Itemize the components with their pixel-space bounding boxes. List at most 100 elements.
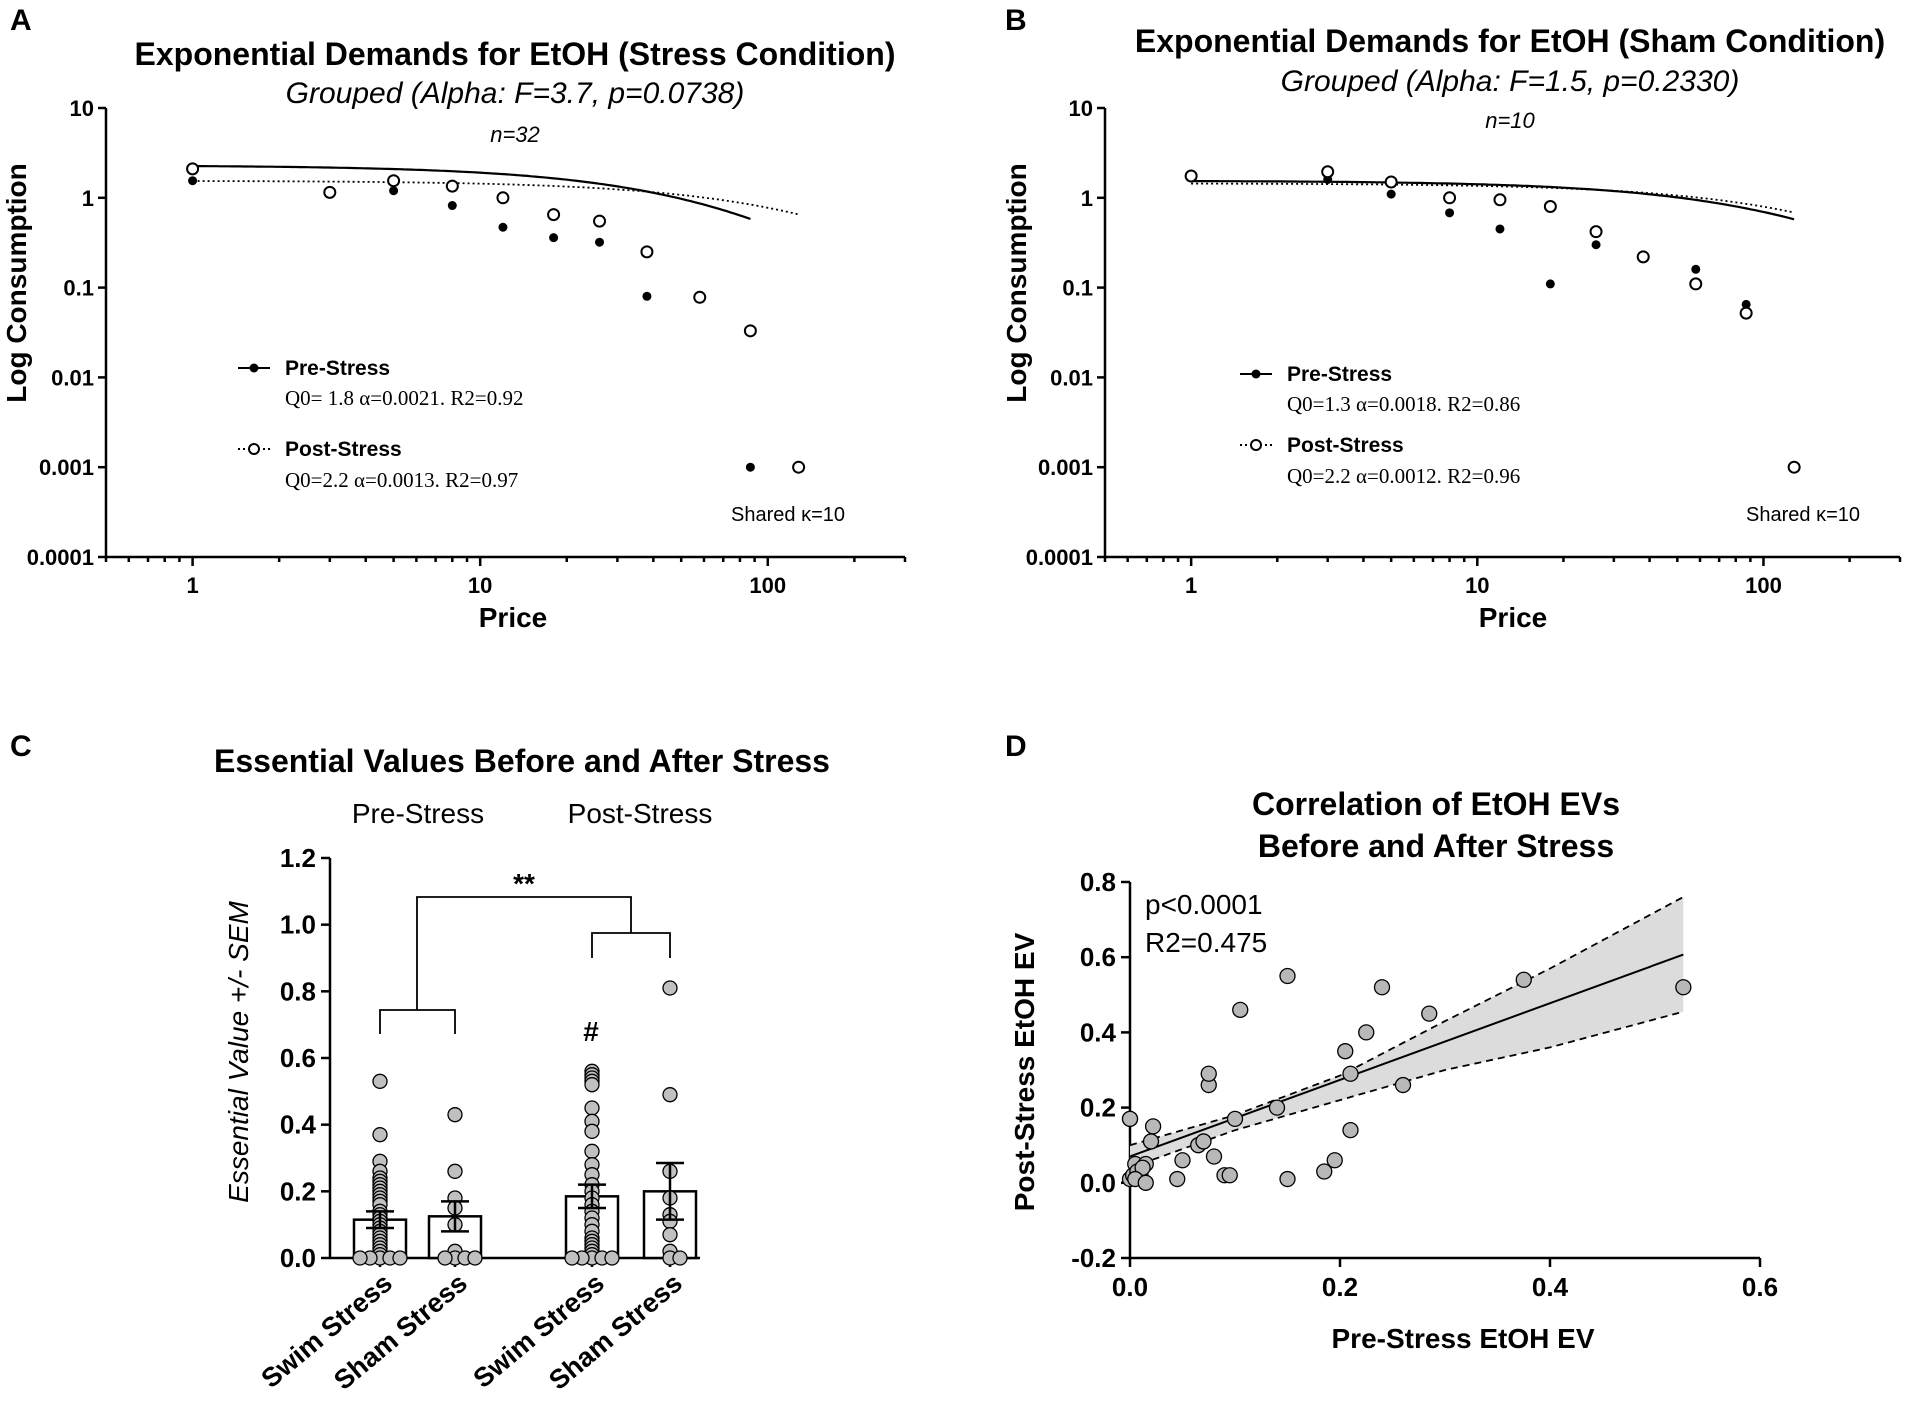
y-tick-label: 1.0 <box>280 910 316 940</box>
panel-d-ylabel: Post-Stress EtOH EV <box>1009 932 1040 1211</box>
data-point <box>1232 1001 1249 1018</box>
post-stress-point <box>1184 169 1198 183</box>
x-tick-label: 10 <box>468 573 492 598</box>
data-point <box>604 1250 620 1266</box>
data-point <box>1316 1163 1333 1180</box>
panel-d-letter: D <box>1005 730 1027 763</box>
post-stress-point <box>792 460 806 474</box>
pre-stress-point <box>1545 279 1555 289</box>
panel-a-letter: A <box>10 4 32 37</box>
data-point <box>1144 1118 1162 1135</box>
panel-c-significance: ** # <box>379 868 671 1047</box>
pre-stress-point <box>1386 189 1396 199</box>
legend-pre-marker <box>249 363 259 373</box>
x-tick-label: 10 <box>1465 573 1489 598</box>
y-tick-label: 0.001 <box>1038 455 1093 480</box>
y-tick-label: 0.6 <box>1080 942 1116 972</box>
y-tick-label: 1.2 <box>280 843 316 873</box>
pre-stress-curve <box>192 165 751 220</box>
panel-c-letter: C <box>10 730 32 763</box>
y-tick-label: 0.8 <box>280 976 316 1006</box>
confidence-band <box>1130 897 1684 1168</box>
ci-upper-line <box>1129 896 1684 1147</box>
regression-line <box>1129 953 1684 1158</box>
y-tick-label: 10 <box>1069 96 1093 121</box>
data-point <box>447 1107 463 1123</box>
legend-post-label: Post-Stress <box>285 438 402 461</box>
data-point <box>1358 1024 1375 1041</box>
y-tick-label: 0.0 <box>280 1243 316 1273</box>
x-tick-label: 100 <box>749 573 786 598</box>
panel-b-curves <box>1191 180 1795 221</box>
data-point <box>1121 1110 1139 1128</box>
panel-a-n: n=32 <box>490 122 540 147</box>
data-point <box>1221 1167 1238 1184</box>
legend-pre-marker <box>1251 369 1261 379</box>
data-point <box>1142 1133 1160 1150</box>
post-stress-point <box>496 191 510 205</box>
data-point <box>1342 1065 1359 1082</box>
data-point <box>392 1250 408 1266</box>
data-point <box>467 1250 483 1266</box>
legend-pre-stats: Q0=1.3 α=0.0018. R2=0.86 <box>1287 392 1520 416</box>
panel-b-points <box>1184 165 1801 474</box>
panel-c-group-pre: Pre-Stress <box>352 798 484 829</box>
data-point <box>1205 1148 1223 1165</box>
pre-stress-point <box>642 291 652 301</box>
post-stress-point <box>1689 277 1703 291</box>
data-point <box>1515 971 1532 988</box>
panel-a-title: Exponential Demands for EtOH (Stress Con… <box>135 36 896 72</box>
pre-stress-point <box>1495 224 1505 234</box>
panel-a-legend: Pre-Stress Q0= 1.8 α=0.0021. R2=0.92 Pos… <box>238 357 523 492</box>
x-tick-label: 100 <box>1745 573 1782 598</box>
data-point <box>1675 979 1692 996</box>
data-point <box>1279 967 1296 985</box>
y-tick-label: 0.4 <box>280 1110 317 1140</box>
pre-stress-point <box>1445 208 1455 218</box>
x-tick-label: 0.2 <box>1322 1272 1358 1302</box>
panel-c-group-post: Post-Stress <box>568 798 713 829</box>
panel-b-n: n=10 <box>1485 108 1535 133</box>
y-tick-label: 0.0 <box>1080 1168 1116 1198</box>
pre-stress-point <box>188 176 198 186</box>
panel-a-xlabel: Price <box>479 602 548 633</box>
data-point <box>437 1250 453 1266</box>
post-stress-point <box>1787 460 1801 474</box>
panel-b-legend: Pre-Stress Q0=1.3 α=0.0018. R2=0.86 Post… <box>1240 363 1520 488</box>
pre-stress-point <box>549 233 559 243</box>
pre-stress-point <box>1741 299 1751 309</box>
data-point <box>1342 1122 1359 1139</box>
panel-d-title-line2: Before and After Stress <box>1258 828 1614 864</box>
bracket-post <box>591 932 671 958</box>
panel-d-axes: -0.20.00.20.40.60.80.0 0.2 0.4 0.6 <box>1071 867 1778 1302</box>
y-tick-label: 0.0001 <box>1026 545 1093 570</box>
panel-d-xlabel: Pre-Stress EtOH EV <box>1332 1323 1595 1354</box>
post-stress-point <box>547 208 561 222</box>
y-tick-label: 0.0001 <box>27 545 94 570</box>
panel-d-p-value: p<0.0001 <box>1145 889 1263 920</box>
pre-stress-curve <box>1191 180 1795 221</box>
y-tick-label: 10 <box>70 96 94 121</box>
sig-hash: # <box>583 1016 599 1047</box>
post-stress-point <box>1543 200 1557 214</box>
pre-stress-point <box>595 237 605 247</box>
y-tick-label: 1 <box>1081 186 1093 211</box>
post-stress-point <box>1636 250 1650 264</box>
legend-post-label: Post-Stress <box>1287 434 1404 457</box>
panel-b-ylabel: Log Consumption <box>1001 163 1032 403</box>
panel-b-axes: 0.0001 0.001 0.01 0.1 1 10 1 10 100 <box>1026 96 1902 598</box>
panel-d: D Correlation of EtOH EVs Before and Aft… <box>1005 730 1778 1354</box>
post-stress-point <box>186 162 200 176</box>
data-point <box>564 1250 580 1266</box>
data-point <box>1337 1043 1354 1060</box>
legend-post-stats: Q0=2.2 α=0.0012. R2=0.96 <box>1287 464 1520 488</box>
x-tick-label: 0.0 <box>1112 1272 1148 1302</box>
data-point <box>1226 1110 1244 1128</box>
x-tick-label: Sham Stress <box>328 1268 473 1396</box>
post-stress-point <box>1493 193 1507 207</box>
data-point <box>662 1227 678 1243</box>
post-stress-point <box>323 185 337 199</box>
data-point <box>662 1087 678 1103</box>
data-point <box>1195 1133 1212 1150</box>
pre-stress-point <box>1691 264 1701 274</box>
